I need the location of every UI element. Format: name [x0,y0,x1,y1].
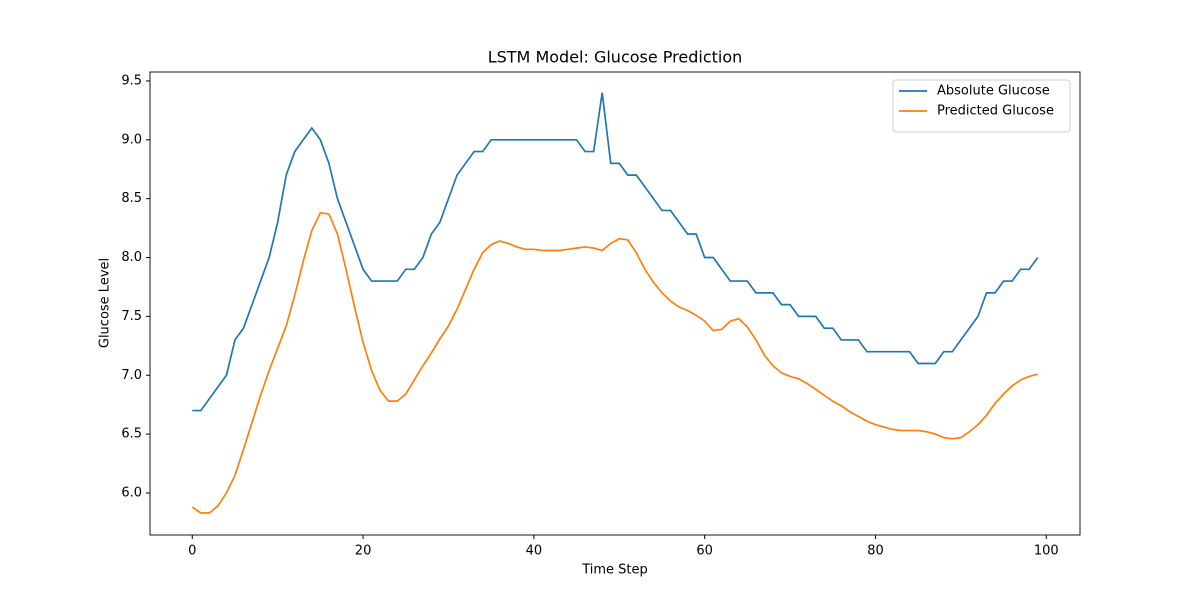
y-tick-label: 7.5 [121,309,142,324]
y-tick-label: 6.5 [121,427,142,442]
x-tick-label: 40 [526,544,543,559]
plot-frame [149,71,1081,536]
y-tick-label: 8.0 [121,250,142,265]
line-series [191,211,1038,514]
y-axis-label: Glucose Level [98,258,113,348]
y-tick-label: 6.0 [121,485,142,500]
y-tick-label: 8.5 [121,191,142,206]
x-tick-label: 0 [188,544,196,559]
legend-box [892,79,1071,133]
x-axis-label: Time Step [581,563,648,578]
x-tick-label: 60 [696,544,713,559]
y-tick-label: 7.0 [121,368,142,383]
y-tick-label: 9.5 [121,73,142,88]
legend-label: Absolute Glucose [937,84,1050,99]
x-tick-label: 80 [867,544,884,559]
chart-title: LSTM Model: Glucose Prediction [488,48,743,67]
x-tick-label: 20 [355,544,372,559]
legend-label: Predicted Glucose [937,104,1054,119]
x-tick-label: 100 [1034,544,1059,559]
y-tick-label: 9.0 [121,132,142,147]
line-series [192,92,1039,412]
